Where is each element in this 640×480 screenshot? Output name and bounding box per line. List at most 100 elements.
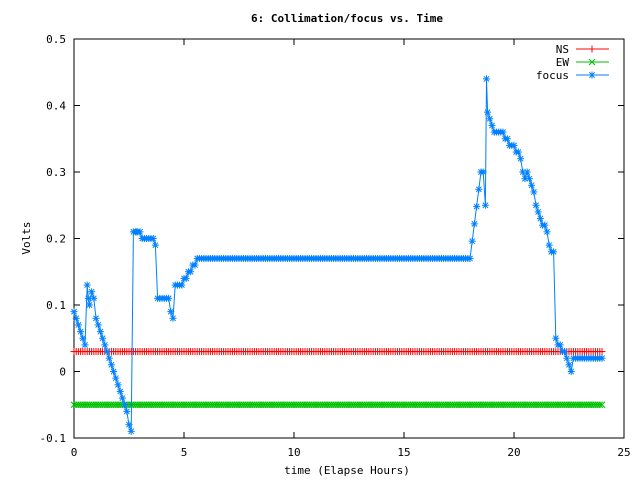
x-tick-label: 20 bbox=[507, 446, 520, 459]
data-point bbox=[503, 135, 511, 143]
y-tick-label: 0.1 bbox=[46, 299, 66, 312]
data-point bbox=[521, 175, 529, 183]
data-point bbox=[567, 368, 575, 375]
legend-item-ew: EW bbox=[556, 56, 609, 69]
data-point bbox=[151, 241, 159, 249]
data-point bbox=[72, 314, 80, 322]
data-point bbox=[90, 294, 98, 302]
y-tick-label: 0.4 bbox=[46, 100, 66, 113]
data-point bbox=[596, 401, 604, 409]
data-point bbox=[541, 221, 549, 229]
data-point bbox=[475, 185, 483, 193]
x-tick-label: 0 bbox=[71, 446, 78, 459]
data-point bbox=[167, 308, 175, 316]
data-point bbox=[110, 368, 118, 375]
data-point bbox=[470, 220, 478, 228]
legend-marker bbox=[588, 45, 596, 53]
data-point bbox=[101, 341, 109, 349]
legend-label: focus bbox=[536, 69, 569, 82]
data-point bbox=[178, 281, 186, 289]
data-point bbox=[83, 281, 91, 289]
x-tick-label: 10 bbox=[287, 446, 300, 459]
data-point bbox=[483, 75, 490, 83]
data-point bbox=[191, 261, 199, 269]
data-point bbox=[532, 201, 540, 209]
data-point bbox=[550, 248, 558, 256]
data-point bbox=[118, 394, 126, 402]
data-point bbox=[510, 141, 518, 149]
series-ns bbox=[70, 348, 606, 356]
data-point bbox=[107, 361, 115, 369]
data-point bbox=[103, 348, 111, 356]
data-point bbox=[530, 188, 538, 196]
x-tick-label: 25 bbox=[617, 446, 630, 459]
data-point bbox=[479, 168, 487, 176]
data-point bbox=[556, 341, 564, 349]
x-tick-label: 5 bbox=[181, 446, 188, 459]
legend-label: NS bbox=[556, 43, 569, 56]
data-point bbox=[468, 237, 476, 245]
data-point bbox=[81, 341, 89, 349]
data-point bbox=[523, 168, 531, 176]
data-point bbox=[598, 401, 606, 409]
data-point bbox=[92, 314, 100, 322]
data-point bbox=[466, 254, 474, 262]
legend-marker bbox=[588, 58, 596, 66]
y-axis-label: Volts bbox=[20, 221, 33, 254]
data-point bbox=[182, 274, 190, 282]
x-axis-label: time (Elapse Hours) bbox=[284, 464, 410, 477]
x-tick-label: 15 bbox=[397, 446, 410, 459]
data-point bbox=[528, 181, 536, 189]
data-point bbox=[169, 314, 177, 322]
series-layer bbox=[70, 75, 606, 435]
data-point bbox=[561, 348, 569, 356]
data-point bbox=[473, 203, 481, 211]
y-tick-label: 0.5 bbox=[46, 33, 66, 46]
data-point bbox=[125, 421, 133, 429]
data-point bbox=[136, 228, 144, 236]
data-point bbox=[499, 128, 507, 136]
data-point bbox=[552, 334, 560, 342]
data-point bbox=[534, 208, 542, 216]
data-point bbox=[70, 308, 78, 316]
data-point bbox=[565, 361, 573, 369]
data-point bbox=[74, 321, 82, 329]
data-point bbox=[127, 427, 135, 435]
data-point bbox=[187, 268, 195, 276]
data-point bbox=[99, 334, 107, 342]
data-point bbox=[149, 235, 157, 242]
data-point bbox=[486, 115, 494, 123]
data-point bbox=[543, 228, 551, 236]
data-point bbox=[112, 374, 120, 382]
series-focus bbox=[70, 75, 606, 435]
data-point bbox=[116, 387, 124, 395]
data-point bbox=[85, 301, 93, 309]
y-tick-label: -0.1 bbox=[40, 432, 67, 445]
data-point bbox=[536, 215, 544, 223]
data-point bbox=[545, 241, 553, 249]
data-point bbox=[484, 108, 492, 116]
data-point bbox=[79, 334, 87, 342]
data-point bbox=[77, 328, 85, 336]
data-point bbox=[598, 354, 606, 362]
data-point bbox=[525, 175, 533, 183]
data-point bbox=[563, 354, 571, 362]
series-ew bbox=[70, 401, 606, 409]
data-point bbox=[488, 121, 496, 129]
y-tick-label: 0 bbox=[59, 366, 66, 379]
legend-marker bbox=[588, 71, 596, 79]
data-point bbox=[598, 348, 606, 356]
data-point bbox=[165, 294, 173, 302]
data-point bbox=[114, 381, 122, 389]
data-point bbox=[94, 321, 102, 329]
y-tick-label: 0.3 bbox=[46, 166, 66, 179]
data-point bbox=[481, 201, 489, 209]
legend-label: EW bbox=[556, 56, 570, 69]
data-point bbox=[121, 401, 129, 409]
data-point bbox=[96, 328, 104, 336]
legend-item-focus: focus bbox=[536, 69, 609, 82]
legend-item-ns: NS bbox=[556, 43, 609, 56]
data-point bbox=[514, 148, 522, 156]
